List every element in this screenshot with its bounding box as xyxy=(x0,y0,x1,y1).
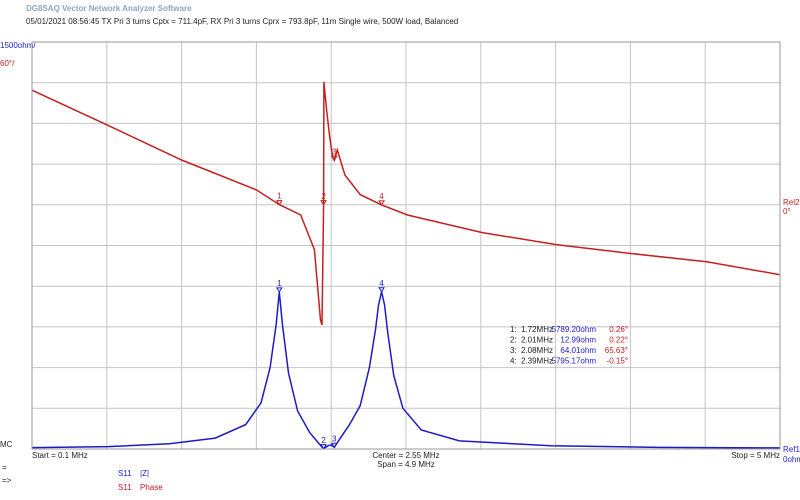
y-scale-label: 1500ohm/ xyxy=(0,41,36,50)
marker-label: 4 xyxy=(379,192,384,201)
marker xyxy=(330,155,338,162)
marker-table-cell: 2.08MHz xyxy=(521,346,553,355)
marker-table-cell: 4: xyxy=(510,357,517,366)
y2-ref: 0° xyxy=(783,207,791,216)
y-ref: 0ohm xyxy=(783,455,800,464)
stop-label: Stop = 5 MHz xyxy=(731,451,780,460)
app-title: DG8SAQ Vector Network Analyzer Software xyxy=(26,4,192,13)
span-label: Span = 4.9 MHz xyxy=(377,460,435,469)
marker-table-cell: 12.99ohm xyxy=(560,336,596,345)
plot-border xyxy=(31,41,781,450)
y-ref: Ref1 xyxy=(783,445,800,454)
marker-table-cell: 3: xyxy=(510,346,517,355)
marker-label: 2 xyxy=(321,436,326,445)
marker-table-cell: 1.72MHz xyxy=(521,325,553,334)
marker xyxy=(275,287,283,293)
legend-param: S11 xyxy=(118,469,132,478)
marker-table-cell: 65.63° xyxy=(605,346,628,355)
marker-label: 1 xyxy=(277,279,282,288)
marker-label: 1 xyxy=(277,192,282,201)
marker-label: 2 xyxy=(321,192,326,201)
marker-table-cell: 64.01ohm xyxy=(560,346,596,355)
info-line: 05/01/2021 08:56:45 TX Pri 3 turns Cptx … xyxy=(26,17,458,26)
marker-label: 3 xyxy=(332,434,337,443)
marker-table-cell: 2.39MHz xyxy=(521,357,553,366)
marker xyxy=(320,444,327,450)
marker-table-cell: 5795.17ohm xyxy=(552,357,597,366)
marker-table-cell: 5789.20ohm xyxy=(552,325,597,334)
marker-table-cell: 0.22° xyxy=(609,336,628,345)
legend-name: Phase xyxy=(140,483,163,492)
y2-ref: Rel2 xyxy=(783,198,800,207)
left-label: MC xyxy=(0,440,13,449)
center-label: Center = 2.55 MHz xyxy=(372,451,439,460)
marker xyxy=(330,442,338,449)
legend-param: S11 xyxy=(118,483,132,492)
marker-table-cell: 0.26° xyxy=(609,325,628,334)
marker-label: 4 xyxy=(379,279,384,288)
marker xyxy=(275,200,283,206)
marker-table-cell: 1: xyxy=(510,325,517,334)
start-label: Start = 0.1 MHz xyxy=(32,451,88,460)
marker xyxy=(378,287,385,293)
left-symbol: => xyxy=(2,476,12,485)
marker xyxy=(378,200,385,206)
marker-table-cell: 2: xyxy=(510,336,517,345)
trace xyxy=(31,291,781,450)
left-symbol: = xyxy=(2,463,7,472)
y2-scale-label: 60°/ xyxy=(0,59,15,68)
marker xyxy=(320,200,327,206)
marker-label: 3 xyxy=(332,147,337,156)
marker-table-cell: -0.15° xyxy=(607,357,628,366)
marker-table-cell: 2.01MHz xyxy=(521,336,553,345)
legend-name: |Z| xyxy=(140,469,149,478)
